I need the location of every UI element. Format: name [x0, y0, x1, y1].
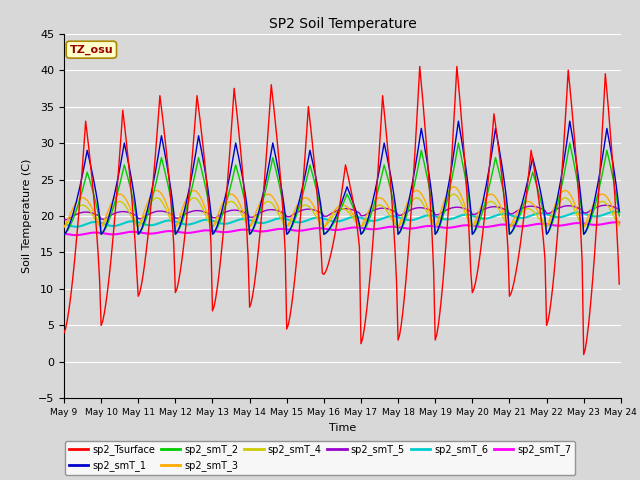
sp2_smT_6	[586, 213, 594, 218]
Y-axis label: Soil Temperature (C): Soil Temperature (C)	[22, 159, 33, 273]
sp2_smT_4	[586, 215, 594, 221]
sp2_smT_5	[244, 212, 252, 217]
sp2_smT_2	[60, 231, 68, 237]
sp2_smT_1	[616, 209, 623, 215]
sp2_smT_1	[128, 180, 136, 185]
sp2_smT_4	[244, 223, 252, 228]
sp2_smT_7	[586, 222, 594, 228]
sp2_smT_2	[253, 216, 261, 222]
sp2_Tsurface	[580, 352, 588, 358]
sp2_Tsurface	[416, 63, 424, 69]
sp2_Tsurface	[253, 257, 261, 263]
sp2_smT_5	[226, 208, 234, 214]
sp2_smT_4	[450, 191, 458, 197]
sp2_smT_6	[60, 221, 68, 227]
sp2_smT_5	[128, 211, 136, 216]
sp2_smT_6	[616, 209, 623, 215]
Line: sp2_smT_3: sp2_smT_3	[64, 187, 620, 227]
sp2_smT_6	[246, 217, 253, 223]
sp2_smT_7	[611, 219, 618, 225]
sp2_smT_4	[128, 215, 136, 221]
sp2_smT_3	[586, 210, 594, 216]
sp2_smT_3	[128, 210, 136, 216]
sp2_smT_4	[616, 223, 623, 228]
sp2_smT_6	[255, 220, 263, 226]
Line: sp2_smT_7: sp2_smT_7	[64, 222, 620, 235]
sp2_smT_5	[60, 217, 68, 223]
sp2_Tsurface	[226, 153, 234, 159]
sp2_smT_1	[60, 231, 68, 237]
sp2_Tsurface	[60, 330, 68, 336]
sp2_smT_7	[72, 232, 80, 238]
sp2_smT_3	[303, 195, 310, 201]
X-axis label: Time: Time	[329, 423, 356, 432]
sp2_smT_7	[60, 231, 68, 237]
sp2_smT_6	[611, 209, 618, 215]
sp2_smT_2	[454, 140, 462, 146]
sp2_smT_6	[72, 224, 80, 229]
sp2_smT_2	[244, 216, 252, 222]
sp2_Tsurface	[616, 281, 623, 287]
sp2_Tsurface	[303, 127, 310, 133]
sp2_smT_4	[60, 224, 68, 230]
sp2_smT_4	[303, 203, 310, 208]
sp2_smT_5	[584, 209, 592, 215]
Legend: sp2_Tsurface, sp2_smT_1, sp2_smT_2, sp2_smT_3, sp2_smT_4, sp2_smT_5, sp2_smT_6, : sp2_Tsurface, sp2_smT_1, sp2_smT_2, sp2_…	[65, 441, 575, 475]
sp2_smT_2	[586, 220, 594, 226]
sp2_smT_7	[616, 220, 623, 226]
sp2_smT_1	[253, 214, 261, 219]
sp2_smT_1	[226, 174, 234, 180]
sp2_smT_3	[616, 221, 623, 227]
sp2_smT_5	[253, 212, 261, 217]
sp2_smT_7	[130, 229, 138, 235]
sp2_smT_3	[450, 184, 458, 190]
sp2_smT_6	[227, 220, 235, 226]
sp2_smT_3	[253, 206, 261, 212]
sp2_smT_1	[586, 217, 594, 223]
sp2_smT_6	[305, 217, 312, 223]
sp2_Tsurface	[244, 252, 252, 258]
sp2_smT_3	[244, 221, 252, 227]
sp2_smT_7	[305, 227, 312, 232]
sp2_smT_4	[226, 199, 234, 204]
sp2_smT_2	[616, 213, 623, 219]
Title: SP2 Soil Temperature: SP2 Soil Temperature	[269, 17, 416, 31]
sp2_smT_7	[246, 227, 253, 233]
sp2_smT_5	[602, 203, 609, 208]
sp2_smT_7	[227, 228, 235, 234]
sp2_smT_7	[255, 228, 263, 234]
sp2_Tsurface	[128, 198, 136, 204]
Line: sp2_smT_1: sp2_smT_1	[64, 121, 620, 234]
sp2_smT_1	[303, 164, 310, 169]
sp2_smT_6	[130, 218, 138, 224]
Text: TZ_osu: TZ_osu	[70, 45, 113, 55]
sp2_smT_3	[60, 224, 68, 230]
sp2_smT_4	[253, 212, 261, 218]
sp2_smT_2	[128, 192, 136, 198]
sp2_smT_1	[454, 118, 462, 124]
sp2_smT_2	[303, 175, 310, 181]
Line: sp2_smT_6: sp2_smT_6	[64, 212, 620, 227]
sp2_smT_1	[244, 212, 252, 217]
sp2_smT_2	[226, 188, 234, 193]
Line: sp2_Tsurface: sp2_Tsurface	[64, 66, 620, 355]
Line: sp2_smT_2: sp2_smT_2	[64, 143, 620, 234]
sp2_Tsurface	[588, 292, 595, 298]
Line: sp2_smT_5: sp2_smT_5	[64, 205, 620, 220]
sp2_smT_3	[226, 192, 234, 197]
sp2_smT_5	[616, 207, 623, 213]
sp2_smT_5	[303, 206, 310, 212]
Line: sp2_smT_4: sp2_smT_4	[64, 194, 620, 227]
